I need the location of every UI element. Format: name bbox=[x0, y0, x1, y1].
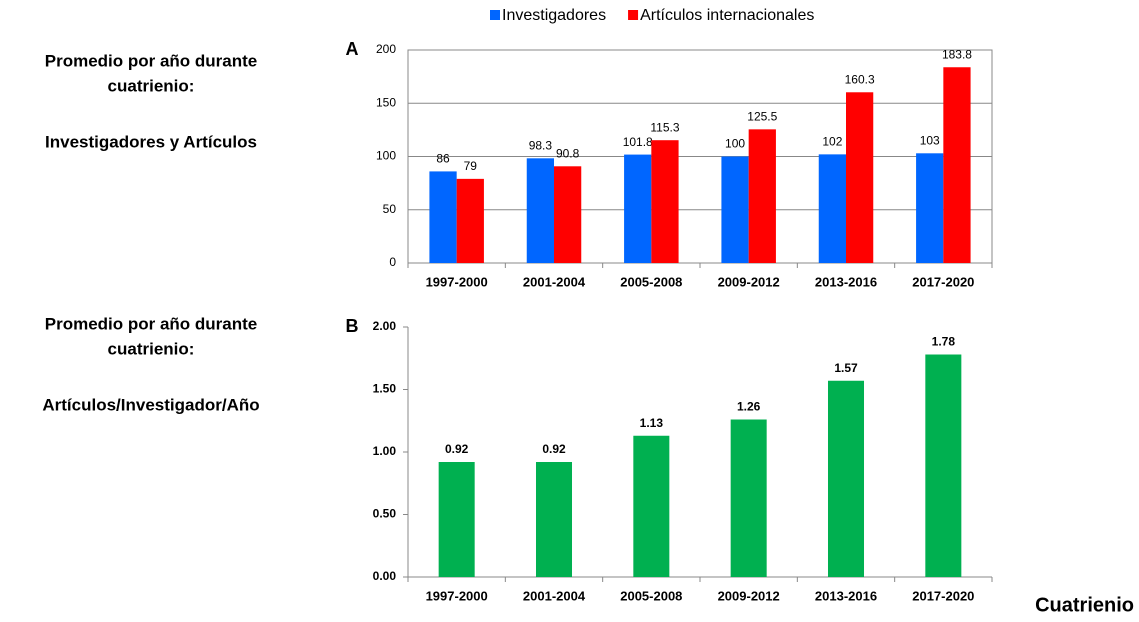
y-tick-label: 200 bbox=[376, 42, 396, 56]
bar bbox=[721, 156, 749, 263]
bar bbox=[943, 67, 971, 264]
data-label: 90.8 bbox=[556, 146, 580, 160]
bar bbox=[429, 171, 457, 263]
x-tick-label: 2009-2012 bbox=[718, 274, 780, 289]
data-label: 115.3 bbox=[650, 120, 679, 134]
x-tick-label: 2001-2004 bbox=[523, 274, 586, 289]
legend-swatch bbox=[490, 10, 500, 20]
legend-label: Artículos internacionales bbox=[640, 7, 814, 24]
x-tick-label: 1997-2000 bbox=[426, 274, 488, 289]
x-tick-label: 2001-2004 bbox=[523, 588, 586, 603]
x-tick-label: 2009-2012 bbox=[718, 588, 780, 603]
x-tick-label: 2017-2020 bbox=[912, 274, 974, 289]
x-tick-label: 2005-2008 bbox=[620, 274, 682, 289]
bar bbox=[748, 129, 776, 263]
data-label: 0.92 bbox=[542, 442, 566, 456]
bar bbox=[827, 380, 865, 577]
bar bbox=[925, 354, 962, 577]
y-tick-label: 2.00 bbox=[373, 319, 397, 333]
x-tick-label: 2017-2020 bbox=[912, 588, 974, 603]
y-tick-label: 1.00 bbox=[373, 444, 397, 458]
bar bbox=[554, 166, 582, 263]
bar bbox=[651, 140, 679, 263]
data-label: 0.92 bbox=[445, 442, 469, 456]
side-text: Artículos/Investigador/Año bbox=[42, 395, 259, 414]
y-tick-label: 0 bbox=[389, 255, 396, 269]
data-label: 86 bbox=[436, 152, 450, 166]
bar bbox=[916, 153, 944, 263]
bar bbox=[846, 92, 874, 263]
legend-label: Investigadores bbox=[502, 7, 606, 24]
side-text: Promedio por año durante bbox=[45, 314, 258, 333]
bar bbox=[818, 154, 846, 263]
panel-label: B bbox=[346, 316, 359, 336]
data-label: 1.78 bbox=[932, 335, 956, 349]
y-tick-label: 150 bbox=[376, 95, 396, 109]
x-tick-label: 2005-2008 bbox=[620, 588, 682, 603]
side-text: cuatrienio: bbox=[108, 76, 195, 95]
x-tick-label: 2013-2016 bbox=[815, 274, 877, 289]
y-tick-label: 50 bbox=[383, 202, 397, 216]
bar bbox=[535, 462, 573, 577]
data-label: 79 bbox=[464, 159, 478, 173]
bar bbox=[456, 178, 484, 263]
x-tick-label: 2013-2016 bbox=[815, 588, 877, 603]
data-label: 1.26 bbox=[737, 400, 761, 414]
y-tick-label: 0.50 bbox=[373, 507, 397, 521]
data-label: 125.5 bbox=[747, 110, 777, 124]
legend-swatch bbox=[628, 10, 639, 20]
data-label: 1.57 bbox=[834, 361, 858, 375]
data-label: 100 bbox=[725, 137, 745, 151]
data-label: 103 bbox=[920, 133, 940, 147]
y-tick-label: 1.50 bbox=[373, 382, 397, 396]
bar bbox=[730, 419, 767, 577]
bar bbox=[633, 435, 670, 577]
side-text: cuatrienio: bbox=[108, 339, 195, 358]
side-text: Promedio por año durante bbox=[45, 51, 258, 70]
data-label: 98.3 bbox=[529, 138, 553, 152]
bar bbox=[526, 158, 554, 263]
x-axis-label: Cuatrienio bbox=[1035, 594, 1134, 616]
panel-label: A bbox=[346, 39, 359, 59]
data-label: 102 bbox=[822, 135, 842, 149]
bar bbox=[624, 154, 652, 263]
x-tick-label: 1997-2000 bbox=[426, 588, 488, 603]
data-label: 1.13 bbox=[640, 416, 664, 430]
data-label: 160.3 bbox=[845, 72, 875, 86]
data-label: 183.8 bbox=[942, 47, 972, 61]
bar bbox=[438, 462, 475, 577]
data-label: 101.8 bbox=[623, 135, 653, 149]
y-tick-label: 0.00 bbox=[373, 569, 397, 583]
y-tick-label: 100 bbox=[376, 149, 396, 163]
side-text: Investigadores y Artículos bbox=[45, 132, 257, 151]
